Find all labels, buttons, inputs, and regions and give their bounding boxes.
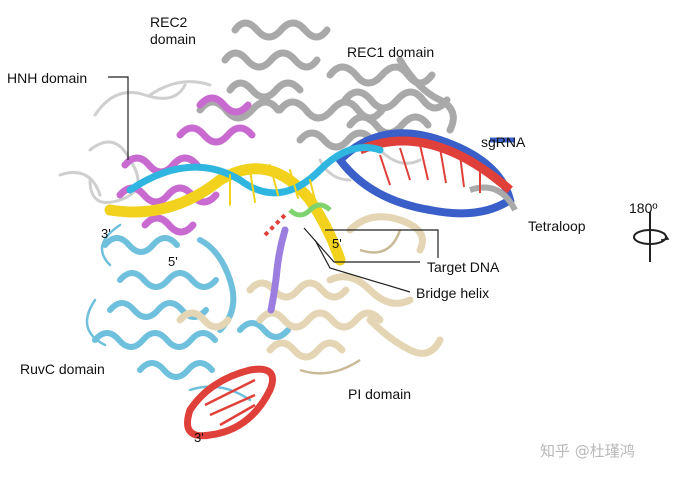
rec2-domain-label: REC2 domain xyxy=(150,14,196,47)
pi-domain-label: PI domain xyxy=(348,386,412,402)
rec1-domain-label: REC1 domain xyxy=(347,44,435,60)
tetraloop-helix xyxy=(334,129,518,218)
rec-lobe xyxy=(196,19,457,151)
hnh-domain-label: HNH domain xyxy=(7,70,88,86)
ruvc-domain-label: RuvC domain xyxy=(20,361,105,377)
green-segment xyxy=(288,202,332,218)
sgrna-label: sgRNA xyxy=(481,134,526,150)
pi-loops xyxy=(299,229,402,375)
bridge-helix-label: Bridge helix xyxy=(416,285,490,301)
five-prime-end-center: 5' xyxy=(332,236,342,251)
target-dna xyxy=(104,144,384,266)
sgrna-bottom-hairpin xyxy=(184,365,276,440)
rec-lobe-light xyxy=(58,80,422,204)
watermark: 知乎 @杜瑾鸿 xyxy=(540,442,635,460)
three-prime-end-left: 3' xyxy=(101,226,111,241)
target-dna-label: Target DNA xyxy=(427,259,500,275)
ruvc-loops xyxy=(85,223,252,402)
tetraloop-label: Tetraloop xyxy=(528,218,586,234)
leader-lines xyxy=(108,76,439,293)
rotation-icon xyxy=(633,212,670,262)
pi-domain xyxy=(176,213,444,361)
three-prime-end-bottom: 3' xyxy=(194,430,204,445)
five-prime-end-mid: 5' xyxy=(168,254,178,269)
ruvc-domain xyxy=(92,235,291,380)
rotation-label: 180º xyxy=(629,200,658,216)
bridge-helix xyxy=(267,226,289,314)
